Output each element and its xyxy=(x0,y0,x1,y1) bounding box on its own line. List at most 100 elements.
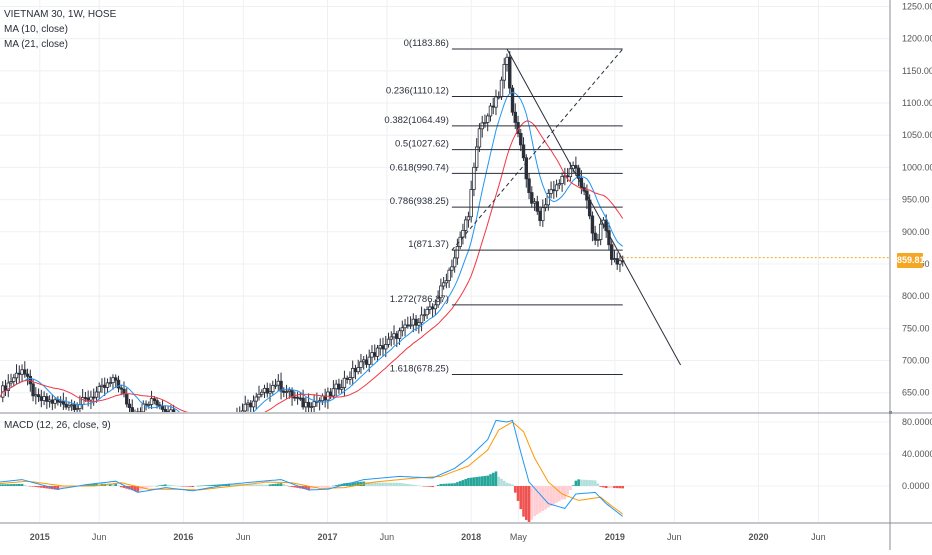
candle-body xyxy=(192,426,195,427)
time-tick-label: 2017 xyxy=(317,532,337,542)
candle-body xyxy=(538,210,542,222)
macd-hist-bar xyxy=(288,486,291,487)
candle-body xyxy=(238,414,241,415)
macd-hist-bar xyxy=(403,483,407,486)
candle-body xyxy=(3,385,8,391)
candle-body xyxy=(240,410,245,412)
macd-hist-bar xyxy=(472,477,476,486)
candle-body xyxy=(246,402,250,405)
fib-level-label: 0.5(1027.62) xyxy=(395,139,449,150)
macd-hist-bar xyxy=(359,481,363,486)
macd-hist-bar xyxy=(348,482,352,486)
macd-hist-bar xyxy=(17,483,21,486)
ma10-legend: MA (10, close) xyxy=(4,24,68,35)
macd-hist-bar xyxy=(20,483,24,486)
candle-body xyxy=(474,146,479,168)
time-tick-label: 2016 xyxy=(173,532,193,542)
candle-body xyxy=(147,404,151,406)
macd-hist-bar xyxy=(602,486,605,488)
candle-body xyxy=(508,56,512,89)
macd-hist-bar xyxy=(607,486,611,488)
candle-body xyxy=(350,367,355,379)
macd-hist-bar xyxy=(621,486,625,489)
candle-body xyxy=(403,324,407,329)
macd-hist-bar xyxy=(593,480,597,486)
macd-hist-bar xyxy=(197,485,200,487)
candle-body xyxy=(590,215,595,234)
time-tick-label: 2020 xyxy=(749,532,769,542)
time-tick-label: Jun xyxy=(811,532,826,542)
time-tick-label: Jun xyxy=(92,532,107,542)
candle-body xyxy=(136,411,140,412)
macd-hist-bar xyxy=(95,483,98,486)
macd-hist-bar xyxy=(89,484,93,486)
macd-hist-bar xyxy=(232,483,236,486)
candle-body xyxy=(439,285,443,299)
macd-hist-bar xyxy=(12,484,16,486)
price-tick-label: 950.00 xyxy=(902,195,930,205)
macd-hist-bar xyxy=(370,482,374,486)
candle-body xyxy=(386,338,391,345)
price-tick-label: 1150.00 xyxy=(902,66,932,76)
candle-body xyxy=(203,426,206,428)
candle-body xyxy=(273,384,278,387)
candle-body xyxy=(175,419,178,420)
ma10-line xyxy=(0,91,624,412)
macd-hist-bar xyxy=(310,486,313,490)
macd-hist-bar xyxy=(522,486,525,517)
macd-hist-bar xyxy=(177,485,181,487)
candle-body xyxy=(362,359,366,363)
ma21-legend: MA (21, close) xyxy=(4,39,68,50)
macd-hist-bar xyxy=(321,486,324,488)
macd-hist-bar xyxy=(552,486,556,505)
fib-anchor-line xyxy=(451,48,624,251)
candle-body xyxy=(615,258,619,265)
macd-hist-bar xyxy=(450,483,454,486)
candle-body xyxy=(469,189,473,218)
macd-hist-bar xyxy=(117,485,120,486)
macd-hist-bar xyxy=(307,486,310,490)
candle-body xyxy=(279,380,283,392)
macd-hist-bar xyxy=(188,486,192,487)
macd-hist-bar xyxy=(130,486,134,491)
macd-hist-bar xyxy=(571,485,575,486)
macd-hist-bar xyxy=(235,483,239,486)
ma21-line xyxy=(0,120,624,412)
macd-hist-bar xyxy=(558,486,561,502)
candle-body xyxy=(411,318,416,326)
macd-hist-bar xyxy=(263,484,266,486)
macd-hist-bar xyxy=(332,485,335,487)
candle-body xyxy=(419,314,424,324)
macd-hist-bar xyxy=(183,486,186,487)
candle-body xyxy=(543,204,548,209)
macd-hist-bar xyxy=(285,485,288,486)
candle-body xyxy=(138,411,143,412)
candle-body xyxy=(230,423,233,424)
candle-body xyxy=(466,216,471,221)
macd-hist-bar xyxy=(412,484,415,486)
candle-body xyxy=(287,389,292,392)
macd-hist-bar xyxy=(502,480,506,486)
candle-body xyxy=(108,382,112,385)
candle-body xyxy=(450,266,454,271)
price-tick-label: 1000.00 xyxy=(902,162,932,172)
candle-body xyxy=(111,377,115,384)
price-tick-label: 700.00 xyxy=(902,356,930,366)
macd-hist-bar xyxy=(585,479,589,486)
macd-hist-bar xyxy=(219,484,222,486)
time-tick-label: May xyxy=(510,532,528,542)
macd-hist-bar xyxy=(315,486,319,488)
macd-hist-bar xyxy=(549,486,553,506)
candle-body xyxy=(348,377,352,380)
candle-body xyxy=(312,401,316,407)
macd-hist-bar xyxy=(45,486,49,489)
macd-hist-bar xyxy=(29,486,32,487)
macd-hist-bar xyxy=(161,484,164,486)
macd-hist-bar xyxy=(257,484,261,486)
candle-body xyxy=(134,415,137,416)
candle-body xyxy=(370,352,374,358)
macd-hist-bar xyxy=(252,484,255,486)
macd-hist-bar xyxy=(202,485,206,486)
